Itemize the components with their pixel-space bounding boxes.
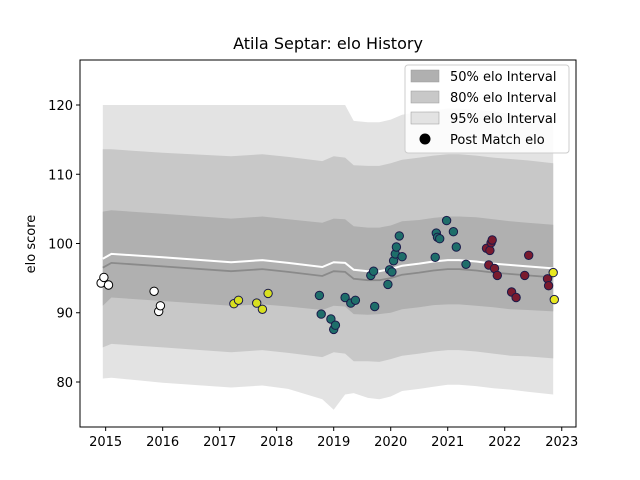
mean-line xyxy=(102,252,554,273)
legend-label: 50% elo Interval xyxy=(450,70,557,85)
data-point xyxy=(548,267,558,278)
interval-bands xyxy=(102,105,554,410)
data-point xyxy=(430,252,440,262)
data-point xyxy=(549,294,559,305)
mean-lines xyxy=(102,252,554,282)
y-tick-label: 80 xyxy=(56,376,73,391)
data-point xyxy=(316,309,326,319)
data-point xyxy=(314,290,325,301)
x-tick-label: 2019 xyxy=(317,435,350,450)
y-tick-label: 90 xyxy=(56,307,73,322)
data-point xyxy=(520,270,530,281)
plot-area: 2015 2016 2017 2018 2019 2020 2021 2022 2023 80 9… xyxy=(48,59,578,450)
legend-marker xyxy=(419,133,431,145)
data-point xyxy=(350,295,361,305)
data-point xyxy=(394,231,404,241)
y-tick-label: 120 xyxy=(48,99,73,114)
legend-label: 95% elo Interval xyxy=(450,112,557,127)
data-point xyxy=(368,266,379,276)
median-line xyxy=(102,261,554,282)
data-point xyxy=(543,281,554,291)
legend-swatch xyxy=(410,111,440,125)
x-tick-label: 2023 xyxy=(545,435,578,450)
x-tick-label: 2021 xyxy=(431,435,464,450)
chart-title: Atila Septar: elo History xyxy=(233,34,423,53)
data-point xyxy=(524,250,534,261)
data-point xyxy=(326,314,336,324)
post-match-points xyxy=(96,215,559,335)
y-tick-label: 110 xyxy=(48,168,73,183)
data-point xyxy=(485,245,495,256)
data-point xyxy=(340,292,350,303)
legend-swatch xyxy=(410,90,440,104)
legend-swatch xyxy=(410,69,440,83)
data-point xyxy=(103,280,114,290)
legend-label: 80% elo Interval xyxy=(450,91,557,106)
data-point xyxy=(257,304,268,314)
x-tick-label: 2017 xyxy=(203,435,236,450)
x-tick-label: 2016 xyxy=(146,435,179,450)
data-point xyxy=(441,215,452,226)
data-point xyxy=(487,235,497,245)
y-axis-ticks: 80 90 100 110 120 xyxy=(48,99,80,391)
y-tick-label: 100 xyxy=(48,238,73,253)
x-tick-label: 2015 xyxy=(89,435,122,450)
data-point xyxy=(252,298,262,308)
data-point xyxy=(383,279,393,290)
x-axis-ticks: 2015 2016 2017 2018 2019 2020 2021 2022 2023 xyxy=(89,427,578,450)
x-tick-label: 2018 xyxy=(260,435,293,450)
x-tick-label: 2022 xyxy=(488,435,521,450)
legend-box xyxy=(404,64,570,154)
data-point xyxy=(149,286,159,296)
data-point xyxy=(391,242,402,252)
data-point xyxy=(330,320,341,330)
data-point xyxy=(492,270,502,281)
data-point xyxy=(451,242,461,252)
x-tick-label: 2020 xyxy=(374,435,407,450)
y-axis-label: elo score xyxy=(24,215,39,274)
data-point xyxy=(435,234,445,244)
data-point xyxy=(263,288,273,299)
data-point xyxy=(461,259,471,269)
data-point xyxy=(99,272,109,283)
data-point xyxy=(233,295,244,305)
data-point xyxy=(387,267,397,277)
data-point xyxy=(448,227,459,237)
data-point xyxy=(511,292,521,303)
data-point xyxy=(397,252,407,262)
legend: 50% elo Interval 80% elo Interval 95% elo … xyxy=(404,64,570,154)
data-point xyxy=(155,301,166,311)
legend-label: Post Match elo xyxy=(450,133,545,148)
data-point xyxy=(370,301,380,312)
